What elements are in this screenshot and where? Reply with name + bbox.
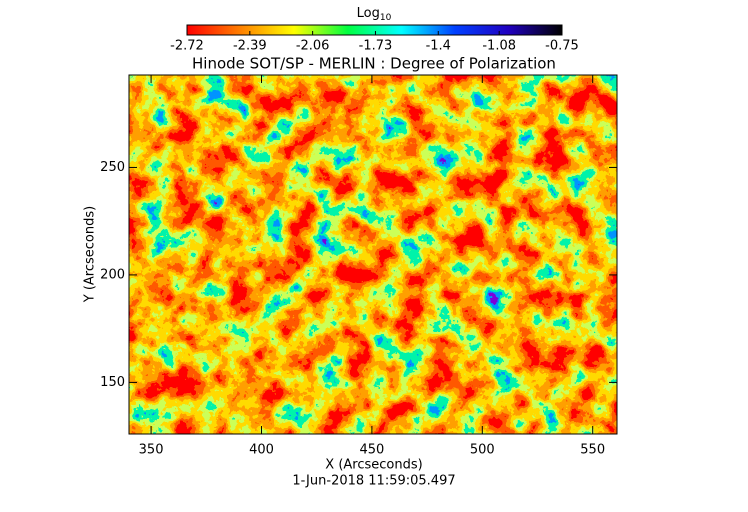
- y-tick-label: 150: [100, 375, 125, 390]
- x-tick-label: 350: [139, 443, 164, 458]
- colorbar-label: Log10: [357, 6, 392, 23]
- timestamp: 1-Jun-2018 11:59:05.497: [292, 474, 455, 489]
- y-axis-label: Y (Arcseconds): [83, 206, 98, 303]
- colorbar-tick-label: -2.72: [170, 39, 204, 54]
- colorbar-tick-label: -2.06: [296, 39, 330, 54]
- colorbar-tick-label: -1.4: [426, 39, 451, 54]
- colorbar-tick-label: -1.73: [359, 39, 393, 54]
- polarization-map: [129, 75, 617, 434]
- chart-title: Hinode SOT/SP - MERLIN : Degree of Polar…: [192, 55, 556, 73]
- x-tick-label: 450: [359, 443, 384, 458]
- x-axis-label: X (Arcseconds): [325, 458, 422, 473]
- colorbar-tick-label: -1.08: [482, 39, 516, 54]
- colorbar-tick-label: -0.75: [545, 39, 579, 54]
- x-tick-label: 500: [470, 443, 495, 458]
- plot-frame: [128, 74, 618, 435]
- y-tick-label: 200: [100, 267, 125, 282]
- x-tick-label: 550: [580, 443, 605, 458]
- y-tick-label: 250: [100, 160, 125, 175]
- colorbar: [186, 24, 563, 36]
- colorbar-tick-label: -2.39: [233, 39, 267, 54]
- x-tick-label: 400: [249, 443, 274, 458]
